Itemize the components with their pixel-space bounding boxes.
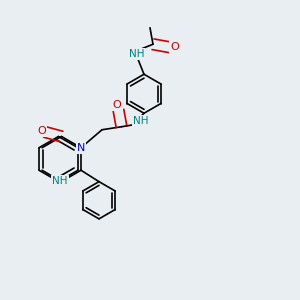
Text: NH: NH [129, 49, 144, 59]
Text: O: O [37, 125, 46, 136]
Text: O: O [170, 42, 179, 52]
Text: O: O [112, 100, 122, 110]
Text: NH: NH [133, 116, 149, 126]
Text: N: N [77, 143, 85, 153]
Text: NH: NH [52, 176, 68, 187]
